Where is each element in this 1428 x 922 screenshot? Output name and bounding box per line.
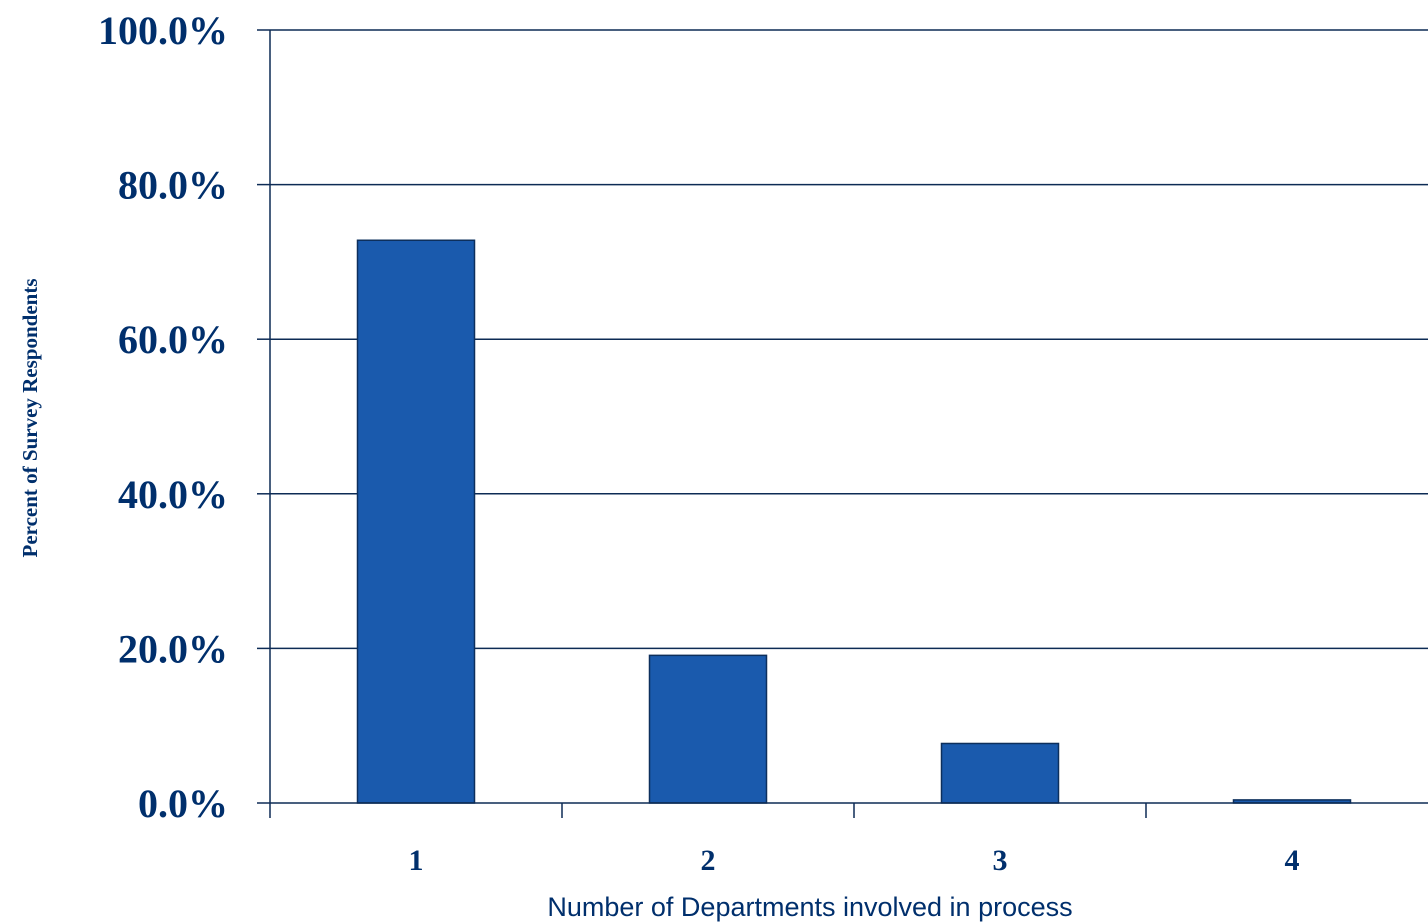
y-tick-label: 40.0% bbox=[118, 472, 228, 517]
bars bbox=[356, 239, 1352, 804]
x-tick-label: 1 bbox=[409, 844, 424, 877]
x-tick-label: 4 bbox=[1285, 844, 1300, 877]
axes bbox=[257, 29, 1428, 818]
y-tick-label: 60.0% bbox=[118, 317, 228, 362]
y-tick-label: 20.0% bbox=[118, 626, 228, 671]
bar-1 bbox=[356, 239, 476, 804]
y-tick-label: 100.0% bbox=[98, 8, 228, 53]
y-tick-label: 80.0% bbox=[118, 163, 228, 208]
x-tick-label: 2 bbox=[701, 844, 716, 877]
x-tick-label: 3 bbox=[993, 844, 1008, 877]
bar-3 bbox=[940, 742, 1060, 804]
x-tick-labels: 1 2 3 4 bbox=[409, 844, 1300, 877]
y-axis-label: Percent of Survey Respondents bbox=[18, 278, 42, 557]
y-tick-label: 0.0% bbox=[138, 781, 228, 826]
x-axis-label: Number of Departments involved in proces… bbox=[547, 892, 1072, 922]
y-tick-labels: 0.0% 20.0% 40.0% 60.0% 80.0% 100.0% bbox=[98, 8, 228, 826]
bar-2 bbox=[648, 654, 768, 804]
